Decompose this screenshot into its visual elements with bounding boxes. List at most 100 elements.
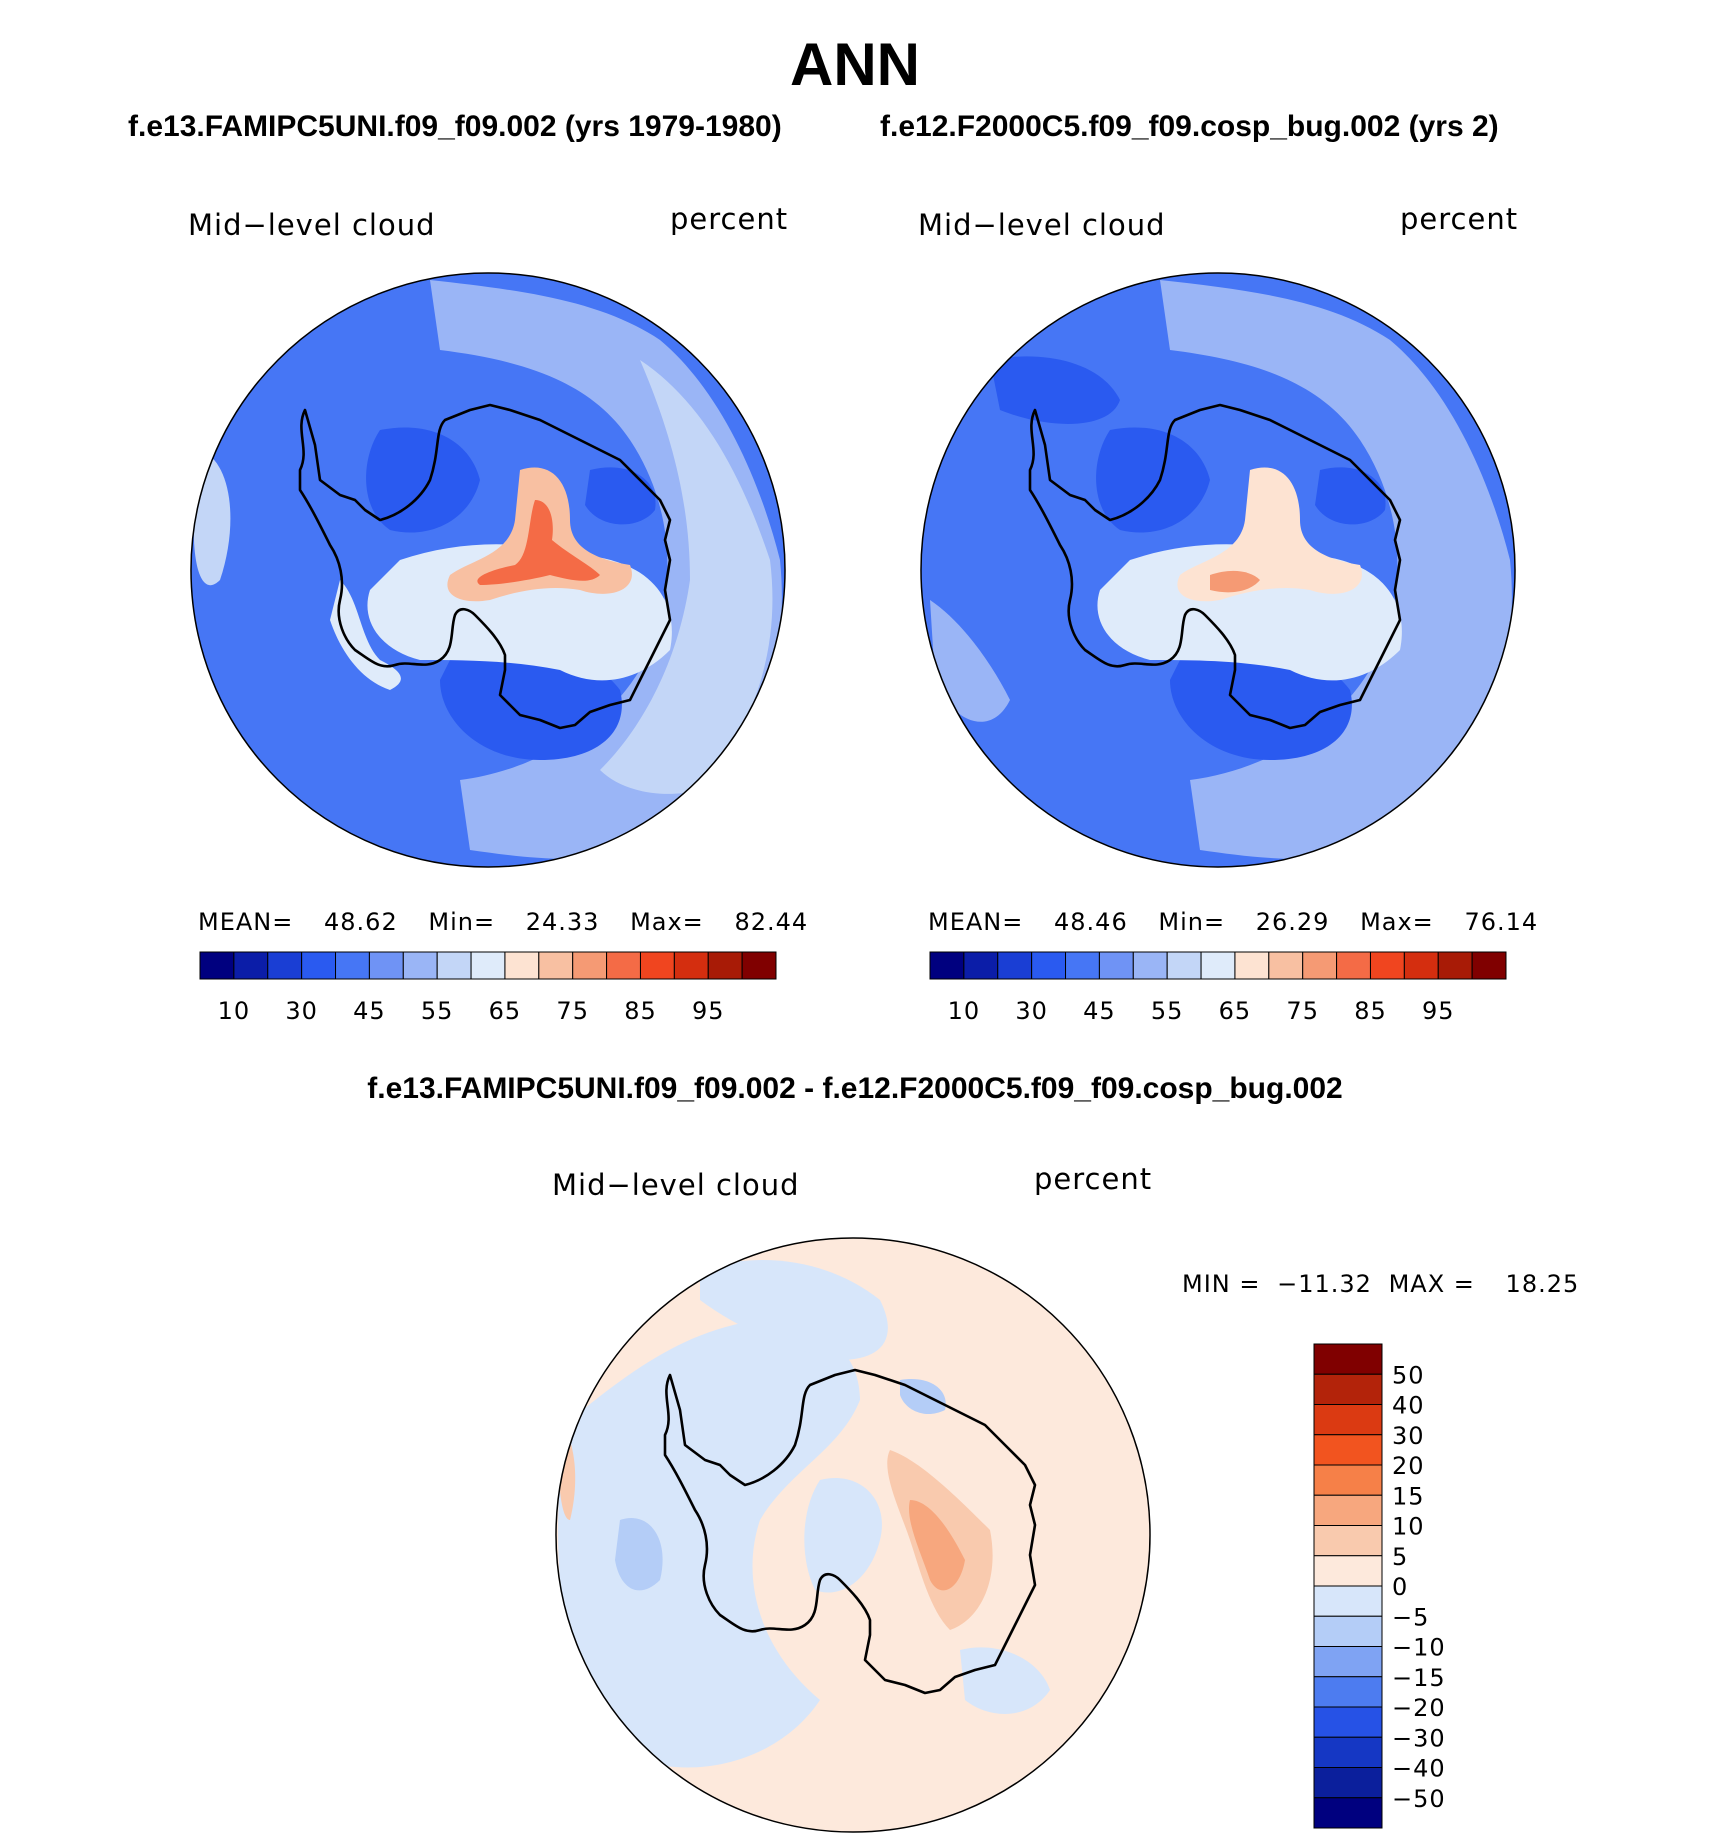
colorbar1-swatch-16 (741, 951, 777, 980)
colorbar1-swatch-3 (301, 951, 337, 980)
colorbar1-swatch-12 (606, 951, 641, 980)
panel2-max-label: Max= (1360, 908, 1434, 936)
map2-field-warm-2 (1210, 570, 1260, 593)
colorbar2-tick-label: 85 (1354, 997, 1387, 1025)
colorbar3-swatch-10 (1313, 1646, 1383, 1678)
panel3-min-label: MIN = (1182, 1270, 1261, 1298)
colorbar3-swatch-12 (1313, 1706, 1383, 1738)
colorbar1-swatch-8 (470, 951, 506, 980)
panel1-units-label: percent (670, 202, 789, 236)
colorbar2-swatch-3 (1031, 951, 1067, 980)
map3-coastline (663, 1368, 1037, 1695)
colorbar3-swatch-4 (1313, 1464, 1383, 1496)
colorbar3-swatch-11 (1313, 1676, 1383, 1708)
panel2-mean-value: 48.46 (1054, 908, 1128, 936)
colorbar2-tick-label: 75 (1286, 997, 1319, 1025)
case1-title: f.e13.FAMIPC5UNI.f09_f09.002 (yrs 1979-1… (128, 110, 782, 143)
panel2-min-label: Min= (1158, 908, 1226, 936)
colorbar1-tick-label: 30 (285, 997, 318, 1025)
map-panel-3 (555, 1237, 1151, 1833)
map1-field-palest-east (600, 360, 773, 794)
colorbar3-tick-label: 20 (1392, 1452, 1425, 1480)
colorbar3-tick-label: 0 (1392, 1573, 1408, 1601)
colorbar1-swatch-14 (673, 951, 709, 980)
map1-field-light-peninsula (330, 580, 401, 690)
map3-field-negative-north (700, 1260, 888, 1360)
colorbar1-tick-label: 95 (692, 997, 725, 1025)
colorbar1-tick-label: 65 (489, 997, 522, 1025)
colorbar2-tick-label: 95 (1422, 997, 1455, 1025)
map1-coastline (298, 403, 672, 730)
colorbar3-swatch-5 (1313, 1494, 1383, 1526)
map1-field-dark-east (585, 467, 656, 525)
colorbar1-swatch-10 (538, 951, 574, 980)
panel2-min-value: 26.29 (1255, 908, 1330, 936)
colorbar2-swatch-14 (1403, 951, 1439, 980)
map2-field-warm-1 (1177, 467, 1362, 602)
map2-field-dark-weddell (1096, 427, 1210, 533)
map1-boundary (190, 272, 786, 868)
map3-field-negative-west (558, 1320, 860, 1768)
map3-field-negative-center (804, 1478, 882, 1593)
colorbar1-swatch-0 (199, 951, 235, 980)
colorbar1-swatch-9 (504, 951, 540, 980)
colorbar3-tick-label: 40 (1392, 1392, 1425, 1420)
colorbar2-swatch-15 (1437, 951, 1473, 980)
panel1-max-value: 82.44 (734, 908, 809, 936)
colorbar1-tick-label: 85 (624, 997, 657, 1025)
panel3-variable-label: Mid−level cloud (552, 1168, 800, 1202)
colorbar3-swatch-8 (1313, 1585, 1383, 1617)
map-panel-2 (920, 272, 1516, 868)
colorbar1-swatch-15 (707, 951, 743, 980)
colorbar1-swatch-13 (639, 951, 675, 980)
colorbar3-tick-label: −50 (1392, 1785, 1446, 1813)
colorbar3-swatch-13 (1313, 1736, 1383, 1768)
colorbar2-swatch-9 (1234, 951, 1270, 980)
panel1-min-value: 24.33 (525, 908, 600, 936)
panel2-variable-label: Mid−level cloud (918, 208, 1166, 242)
map2-field-dark-east (1315, 467, 1386, 525)
colorbar2-swatch-12 (1336, 951, 1371, 980)
colorbar3-tick-label: −40 (1392, 1755, 1446, 1783)
colorbar2-tick-label: 10 (948, 997, 981, 1025)
map3-field-neg10-west (615, 1518, 663, 1591)
colorbar3-tick-label: −15 (1392, 1664, 1446, 1692)
colorbar1-tick-label: 75 (556, 997, 589, 1025)
map2-field-dark-northwest (990, 356, 1120, 424)
panel1-variable-label: Mid−level cloud (188, 208, 436, 242)
colorbar3-swatch-9 (1313, 1615, 1383, 1647)
colorbar2-swatch-8 (1200, 951, 1236, 980)
panel2-stats: MEAN= 48.46 Min= 26.29 Max= 76.14 (928, 908, 1538, 936)
colorbar3-swatch-14 (1313, 1767, 1383, 1799)
colorbar2-swatch-5 (1098, 951, 1134, 980)
difference-title: f.e13.FAMIPC5UNI.f09_f09.002 - f.e12.F20… (367, 1072, 1343, 1105)
panel1-stats: MEAN= 48.62 Min= 24.33 Max= 82.44 (198, 908, 808, 936)
colorbar2-tick-label: 30 (1015, 997, 1048, 1025)
colorbar2-swatch-1 (963, 951, 999, 980)
colorbar3-swatch-7 (1313, 1555, 1383, 1587)
colorbar2-swatch-4 (1065, 951, 1100, 980)
panel3-units-label: percent (1034, 1162, 1153, 1196)
map2-field-light-outer (1160, 280, 1512, 859)
colorbar3-tick-label: −30 (1392, 1724, 1446, 1752)
panel1-mean-value: 48.62 (324, 908, 398, 936)
map1-field-warm-2 (477, 500, 600, 585)
colorbar2-swatch-7 (1166, 951, 1202, 980)
colorbar1-swatch-11 (572, 951, 608, 980)
colorbar3-tick-label: 10 (1392, 1513, 1425, 1541)
colorbar1-swatch-1 (233, 951, 269, 980)
colorbar3-swatch-2 (1313, 1404, 1383, 1436)
colorbar2-tick-label: 65 (1219, 997, 1252, 1025)
panel3-max-value: 18.25 (1505, 1270, 1580, 1298)
main-title: ANN (790, 31, 920, 98)
colorbar1-tick-label: 10 (218, 997, 251, 1025)
panel1-max-label: Max= (630, 908, 704, 936)
colorbar3-swatch-1 (1313, 1373, 1383, 1405)
map1-field-dark-weddell (366, 427, 480, 533)
map3-field-pos15 (909, 1500, 965, 1591)
map2-coastline (1028, 403, 1402, 730)
panel2-units-label: percent (1400, 202, 1519, 236)
panel2-max-value: 76.14 (1464, 908, 1539, 936)
